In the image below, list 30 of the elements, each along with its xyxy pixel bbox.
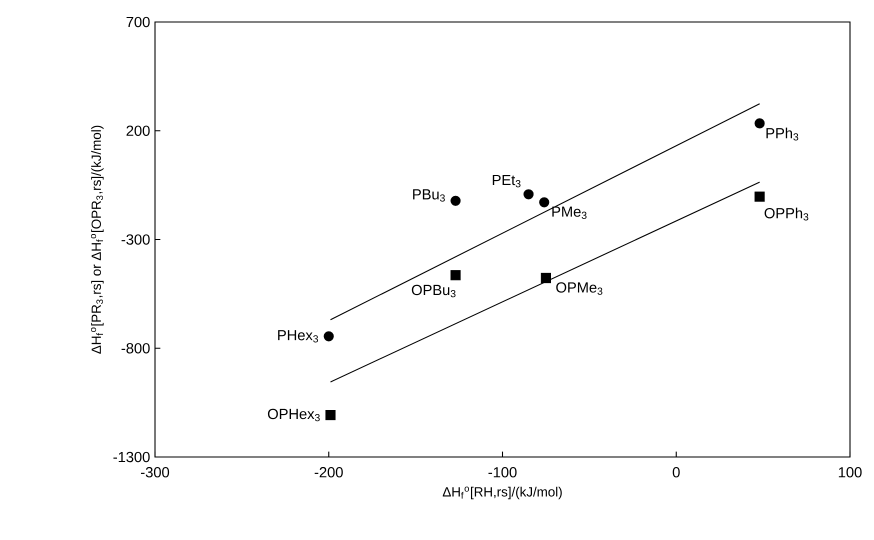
point	[539, 197, 550, 208]
annotation: PPh$_{3}$	[766, 128, 798, 141]
point	[754, 192, 765, 202]
y-tick-label: -1300	[113, 452, 150, 462]
annotation: PMe$_{3}$	[552, 206, 587, 219]
point	[523, 189, 534, 200]
point	[450, 270, 461, 280]
x-tick-label: -200	[314, 467, 343, 478]
x-axis-title: ΔH$_{f}$$^{o}$[RH,rs]/(kJ/mol)	[442, 486, 562, 500]
y-tick-label: 700	[126, 16, 150, 28]
point	[754, 118, 765, 128]
y-tick-label: 200	[126, 126, 150, 136]
annotation: PBu$_{3}$	[413, 189, 445, 202]
x-tick-label: 0	[672, 467, 680, 478]
annotation: OPHex$_{3}$	[268, 408, 320, 422]
text: ΔH$_{f}$$^{o}$[PR$_{3}$,rs] or ΔH$_{f}$$^{o}$[OPR$_{3}$,rs]/(kJ/mol)	[91, 126, 104, 354]
annotation: OPMe$_{3}$	[556, 282, 602, 295]
point	[324, 331, 334, 342]
point	[450, 196, 461, 206]
x-tick-label: 100	[838, 467, 862, 478]
annotation: PHex$_{3}$	[278, 330, 318, 342]
point	[540, 272, 552, 284]
y-tick-label: -800	[122, 343, 150, 354]
annotation: OPPh$_{3}$	[764, 208, 808, 221]
annotation: OPBu$_{3}$	[412, 284, 456, 298]
x-tick-label: -100	[488, 467, 517, 478]
point	[325, 410, 336, 420]
annotation: PEt$_{3}$	[492, 174, 521, 188]
y-tick-label: -300	[122, 234, 150, 245]
x-tick-label: -300	[140, 467, 170, 478]
